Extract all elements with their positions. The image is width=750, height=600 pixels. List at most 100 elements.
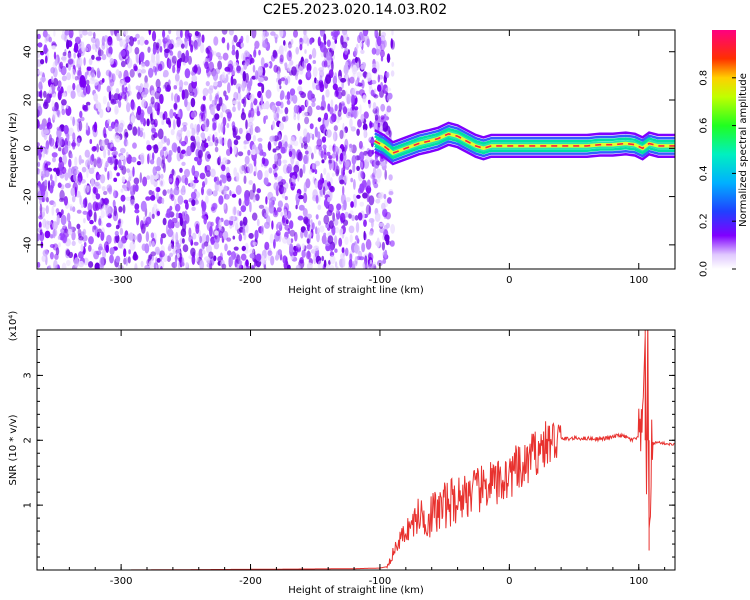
noise-speckle bbox=[119, 227, 124, 236]
noise-speckle bbox=[317, 179, 323, 191]
noise-speckle bbox=[252, 134, 256, 142]
noise-speckle bbox=[354, 106, 359, 111]
noise-speckle bbox=[257, 137, 263, 142]
noise-speckle bbox=[329, 106, 334, 115]
noise-speckle bbox=[193, 40, 198, 51]
noise-speckle bbox=[301, 142, 304, 149]
noise-speckle bbox=[313, 245, 320, 251]
noise-speckle bbox=[354, 256, 358, 267]
noise-speckle bbox=[159, 250, 165, 258]
noise-speckle bbox=[214, 242, 220, 250]
noise-speckle bbox=[249, 201, 252, 213]
noise-speckle bbox=[299, 43, 303, 51]
noise-speckle bbox=[165, 87, 171, 92]
noise-speckle bbox=[61, 262, 67, 269]
snr-y-multiplier: (x10⁴) bbox=[8, 311, 19, 342]
noise-speckle bbox=[107, 118, 111, 124]
noise-speckle bbox=[239, 220, 243, 227]
noise-speckle bbox=[335, 227, 340, 234]
noise-speckle bbox=[207, 154, 212, 159]
noise-speckle bbox=[241, 245, 246, 252]
noise-speckle bbox=[252, 196, 256, 203]
noise-speckle bbox=[97, 49, 104, 57]
noise-speckle bbox=[354, 155, 358, 162]
noise-speckle bbox=[370, 89, 375, 97]
noise-speckle bbox=[182, 244, 189, 253]
noise-speckle bbox=[39, 198, 42, 206]
noise-speckle bbox=[293, 164, 300, 173]
noise-speckle bbox=[70, 153, 73, 159]
spectrogram-frame bbox=[36, 29, 676, 270]
noise-speckle bbox=[51, 106, 57, 112]
noise-speckle bbox=[217, 183, 224, 193]
noise-speckle bbox=[305, 99, 309, 107]
noise-speckle bbox=[323, 60, 328, 68]
noise-speckle bbox=[70, 90, 76, 99]
x-tick-label: -300 bbox=[110, 275, 133, 286]
noise-speckle bbox=[115, 224, 120, 230]
noise-speckle bbox=[206, 68, 212, 77]
noise-speckle bbox=[145, 196, 151, 201]
noise-speckle bbox=[358, 151, 365, 162]
noise-speckle bbox=[167, 189, 170, 194]
noise-speckle bbox=[274, 172, 278, 178]
noise-speckle bbox=[37, 118, 40, 129]
noise-speckle bbox=[44, 163, 49, 172]
noise-speckle bbox=[214, 136, 219, 147]
noise-speckle bbox=[181, 175, 187, 184]
noise-speckle bbox=[331, 60, 334, 72]
noise-speckle bbox=[91, 248, 95, 255]
noise-speckle bbox=[98, 243, 103, 251]
noise-speckle bbox=[302, 30, 308, 37]
noise-speckle bbox=[58, 147, 62, 152]
noise-speckle bbox=[76, 209, 82, 214]
noise-speckle bbox=[363, 129, 367, 139]
noise-speckle bbox=[240, 42, 245, 48]
noise-speckle bbox=[382, 84, 389, 94]
noise-speckle bbox=[214, 131, 218, 137]
noise-speckle bbox=[388, 130, 392, 138]
noise-speckle bbox=[251, 212, 258, 221]
noise-speckle bbox=[347, 77, 351, 87]
noise-speckle bbox=[316, 232, 320, 243]
noise-speckle bbox=[177, 195, 184, 205]
noise-speckle bbox=[381, 241, 385, 251]
noise-speckle bbox=[52, 77, 59, 87]
noise-speckle bbox=[244, 155, 250, 165]
noise-speckle bbox=[204, 256, 210, 261]
noise-speckle bbox=[267, 141, 272, 151]
colorbar-tick-label: 0.2 bbox=[699, 213, 710, 229]
noise-speckle bbox=[240, 35, 244, 43]
noise-speckle bbox=[174, 73, 180, 82]
noise-speckle bbox=[375, 168, 382, 179]
noise-speckle bbox=[83, 217, 86, 224]
noise-speckle bbox=[58, 197, 65, 203]
noise-speckle bbox=[306, 69, 312, 78]
noise-speckle bbox=[212, 202, 218, 210]
noise-speckle bbox=[351, 94, 355, 106]
noise-speckle bbox=[323, 214, 330, 225]
noise-speckle bbox=[162, 146, 167, 151]
noise-speckle bbox=[74, 186, 78, 198]
noise-speckle bbox=[120, 194, 126, 202]
noise-speckle bbox=[218, 155, 222, 163]
noise-speckle bbox=[171, 217, 178, 224]
noise-speckle bbox=[101, 54, 107, 61]
noise-speckle bbox=[119, 147, 126, 154]
noise-speckle bbox=[172, 119, 176, 130]
noise-speckle bbox=[103, 148, 107, 159]
noise-speckle bbox=[359, 42, 363, 48]
noise-speckle bbox=[336, 30, 340, 35]
noise-speckle bbox=[361, 79, 365, 89]
noise-speckle bbox=[52, 93, 56, 98]
noise-speckle bbox=[343, 63, 349, 75]
noise-speckle bbox=[386, 53, 391, 63]
noise-speckle bbox=[50, 180, 55, 189]
chart-title: C2E5.2023.020.14.03.R02 bbox=[263, 2, 447, 18]
noise-speckle bbox=[163, 38, 166, 49]
noise-speckle bbox=[344, 126, 348, 134]
noise-speckle bbox=[45, 140, 50, 150]
noise-speckle bbox=[158, 178, 165, 188]
noise-speckle bbox=[254, 108, 257, 114]
noise-speckle bbox=[280, 90, 285, 100]
